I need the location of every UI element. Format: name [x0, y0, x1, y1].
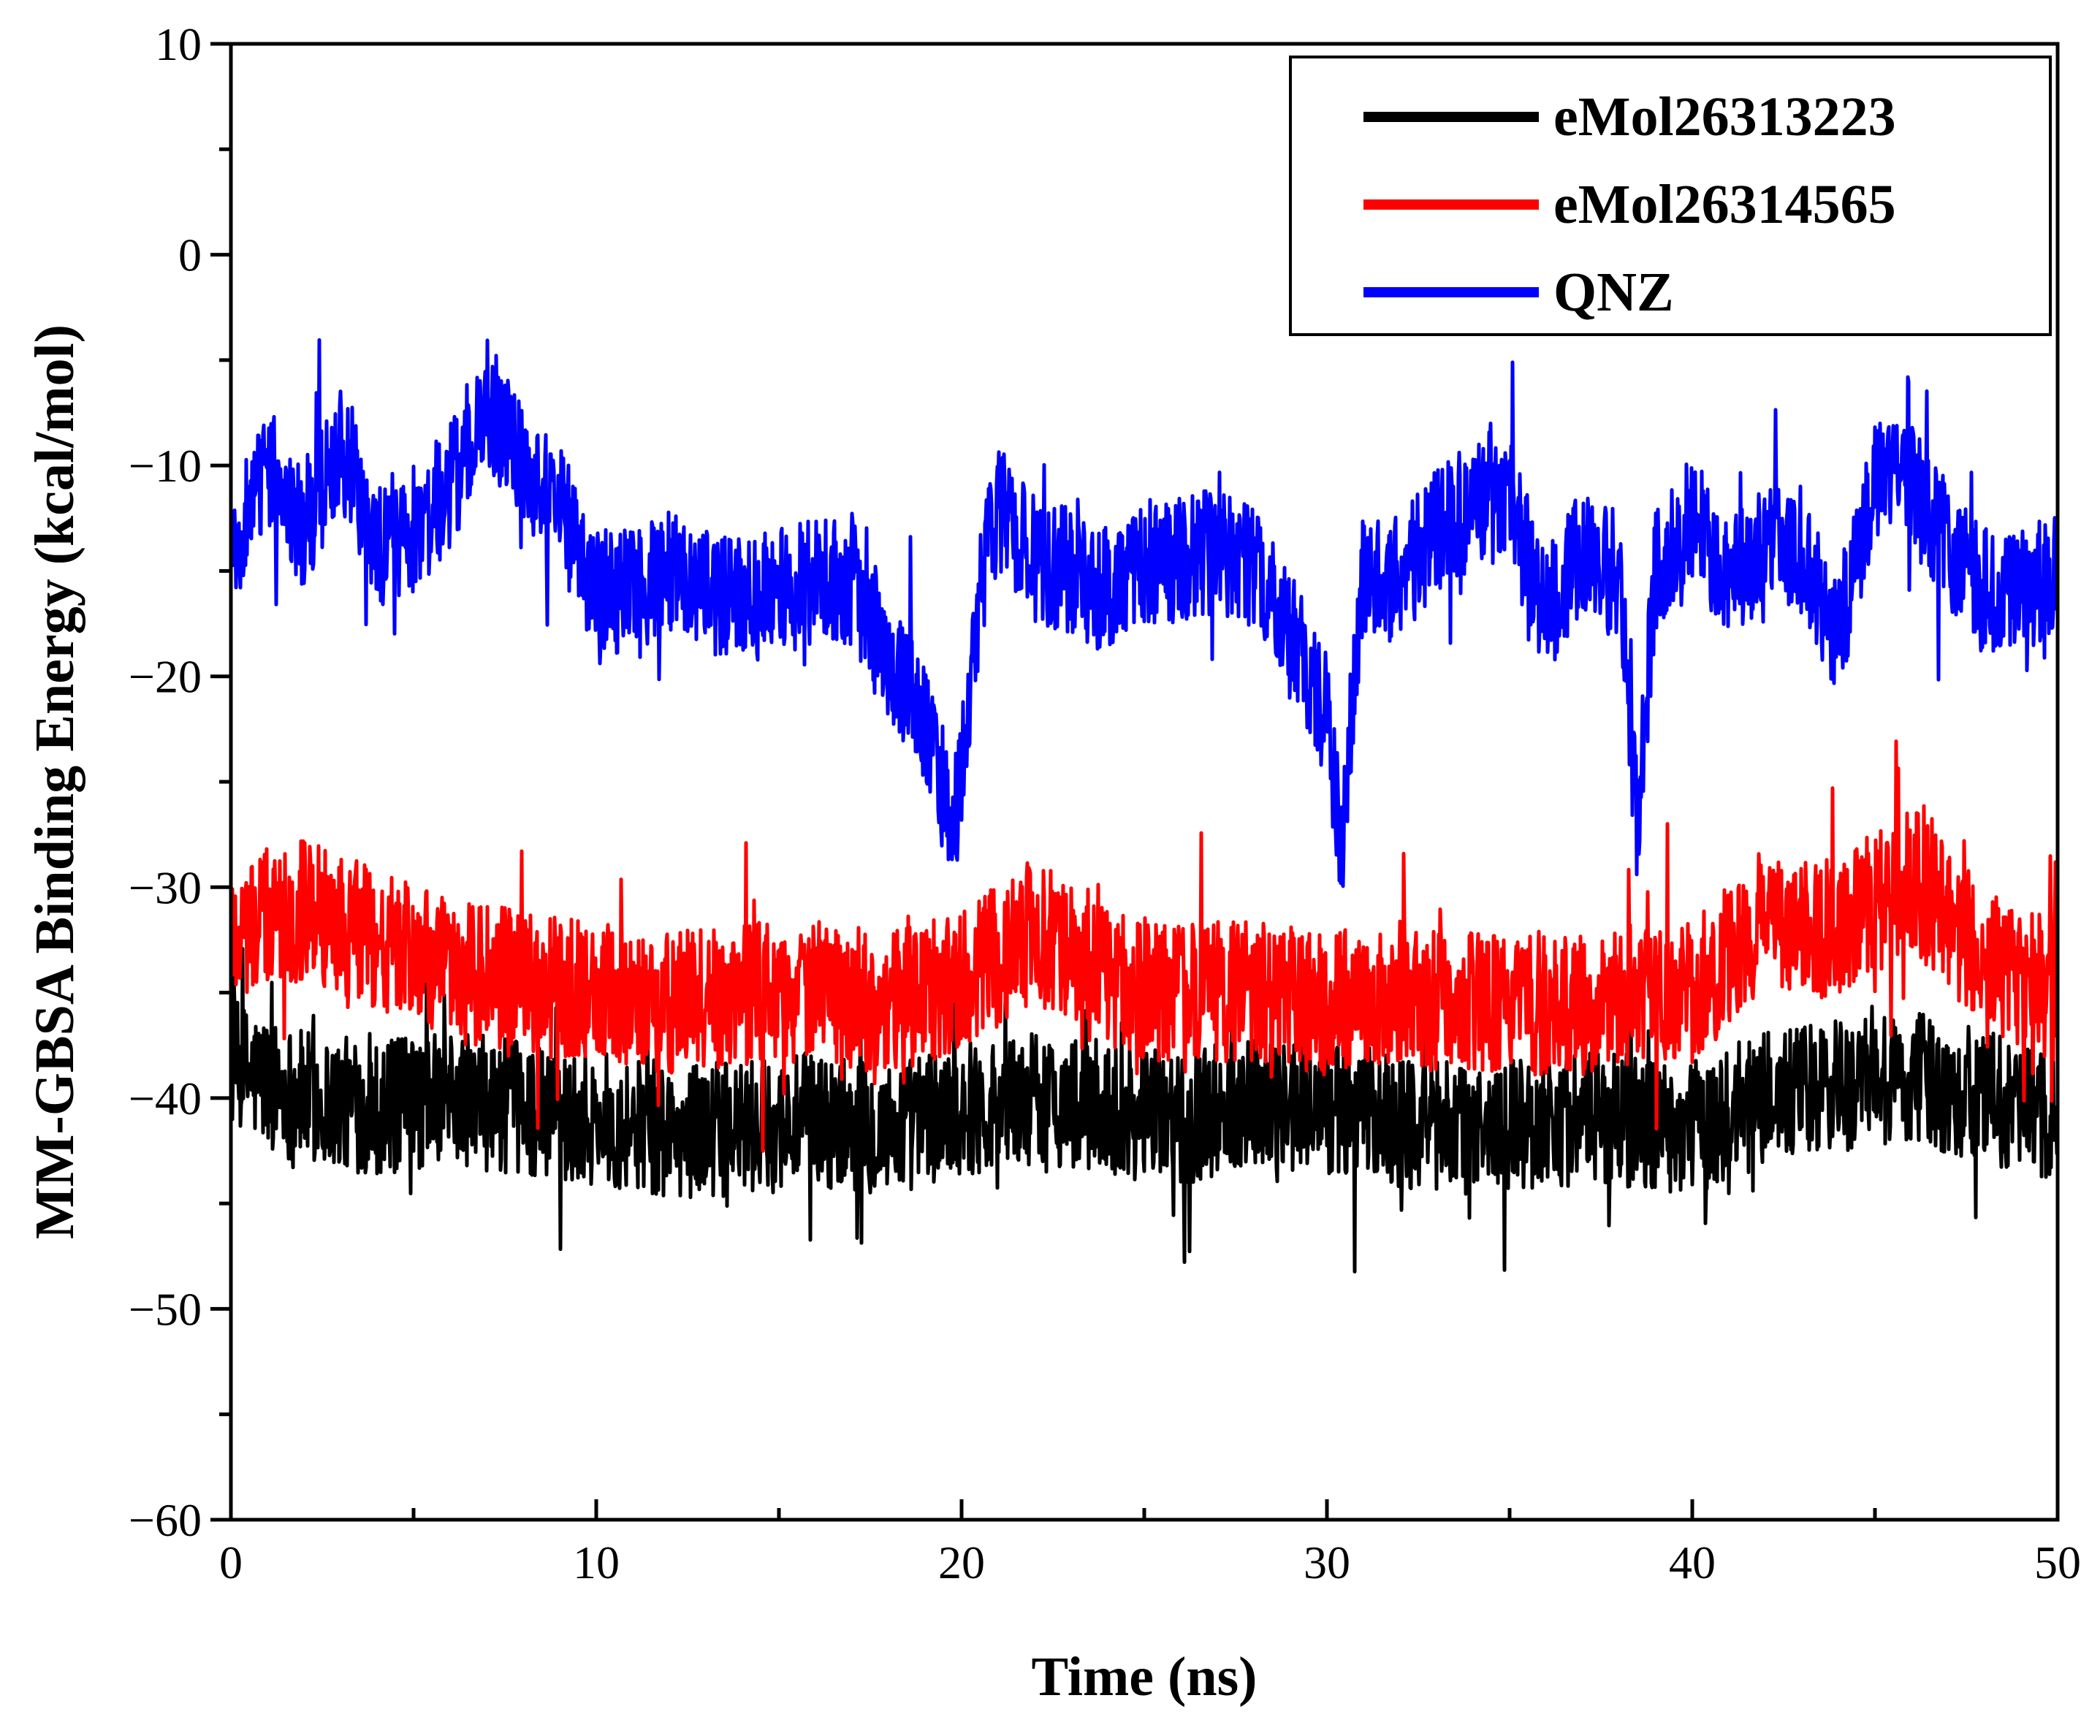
- y-tick-label: −30: [129, 861, 202, 913]
- legend-item-emol26314565: eMol26314565: [1363, 174, 1896, 235]
- legend-label-emol26313223: eMol26313223: [1553, 86, 1896, 148]
- series-line-emol26313223: [231, 947, 2058, 1274]
- x-tick-label: 30: [1304, 1537, 1350, 1588]
- legend-item-qnz: QNZ: [1363, 262, 1674, 323]
- y-axis-title: MM-GBSA Binding Energy (kcal/mol): [24, 324, 85, 1239]
- legend-label-qnz: QNZ: [1553, 262, 1674, 323]
- y-tick-label: 0: [178, 229, 202, 281]
- legend: eMol26313223 eMol26314565 QNZ: [1289, 56, 2052, 336]
- y-tick-label: −60: [129, 1494, 202, 1546]
- x-tick-label: 0: [219, 1537, 243, 1588]
- series-line-emol26314565: [231, 739, 2058, 1153]
- y-tick-label: 10: [155, 18, 202, 70]
- series-line-qnz: [231, 338, 2058, 888]
- y-tick-label: −10: [129, 440, 202, 492]
- y-tick-label: −40: [129, 1073, 202, 1124]
- x-axis-title: Time (ns): [1032, 1646, 1258, 1708]
- x-tick-label: 10: [573, 1537, 620, 1588]
- y-tick-label: −50: [129, 1283, 202, 1335]
- x-tick-label: 50: [2034, 1537, 2081, 1588]
- legend-item-emol26313223: eMol26313223: [1363, 86, 1896, 148]
- x-tick-label: 40: [1669, 1537, 1716, 1588]
- y-tick-label: −20: [129, 651, 202, 703]
- legend-label-emol26314565: eMol26314565: [1553, 174, 1896, 235]
- x-tick-label: 20: [938, 1537, 985, 1588]
